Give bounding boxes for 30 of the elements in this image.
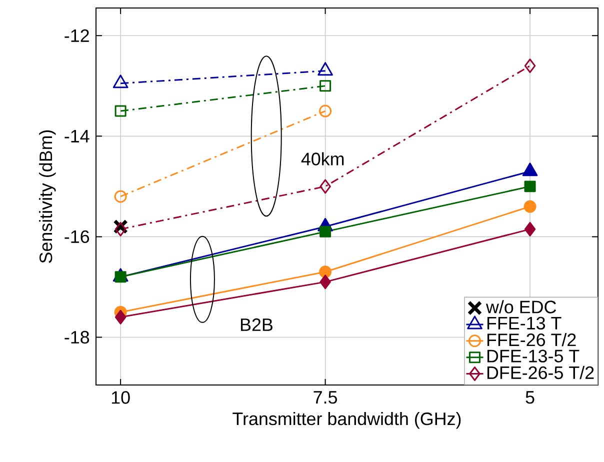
point xyxy=(319,266,332,278)
y-tick-label: -12 xyxy=(64,29,89,42)
legend-label: w/o EDC xyxy=(486,300,556,314)
y-tick-label: -14 xyxy=(64,130,90,142)
legend-label: FFE-26 T/2 xyxy=(487,333,576,346)
point xyxy=(319,104,332,118)
point xyxy=(320,80,332,92)
x-tick-label: 10 xyxy=(112,391,130,404)
point xyxy=(524,180,536,192)
point xyxy=(114,190,127,203)
point xyxy=(114,271,126,283)
x-tick-label: 7.5 xyxy=(314,391,338,404)
legend-label: FFE-13 T xyxy=(487,316,562,330)
point xyxy=(320,226,332,238)
point xyxy=(320,179,331,194)
point xyxy=(524,58,536,74)
x-axis-title: Transmitter bandwidth (GHz) xyxy=(232,412,461,429)
legend-label: DFE-13-5 T xyxy=(487,350,580,362)
y-tick-label: -16 xyxy=(64,230,90,244)
point xyxy=(114,310,126,324)
point xyxy=(524,222,536,236)
y-axis-title: Sensitivity (dBm) xyxy=(39,130,56,263)
y-tick-label: -18 xyxy=(64,330,90,344)
legend-label: DFE-26-5 T/2 xyxy=(487,366,594,380)
point xyxy=(524,200,536,213)
point xyxy=(320,274,331,290)
annotation: B2B xyxy=(240,318,272,331)
x-tick-label: 5 xyxy=(526,391,534,404)
point xyxy=(114,105,126,117)
annotation: 40km xyxy=(301,152,344,166)
